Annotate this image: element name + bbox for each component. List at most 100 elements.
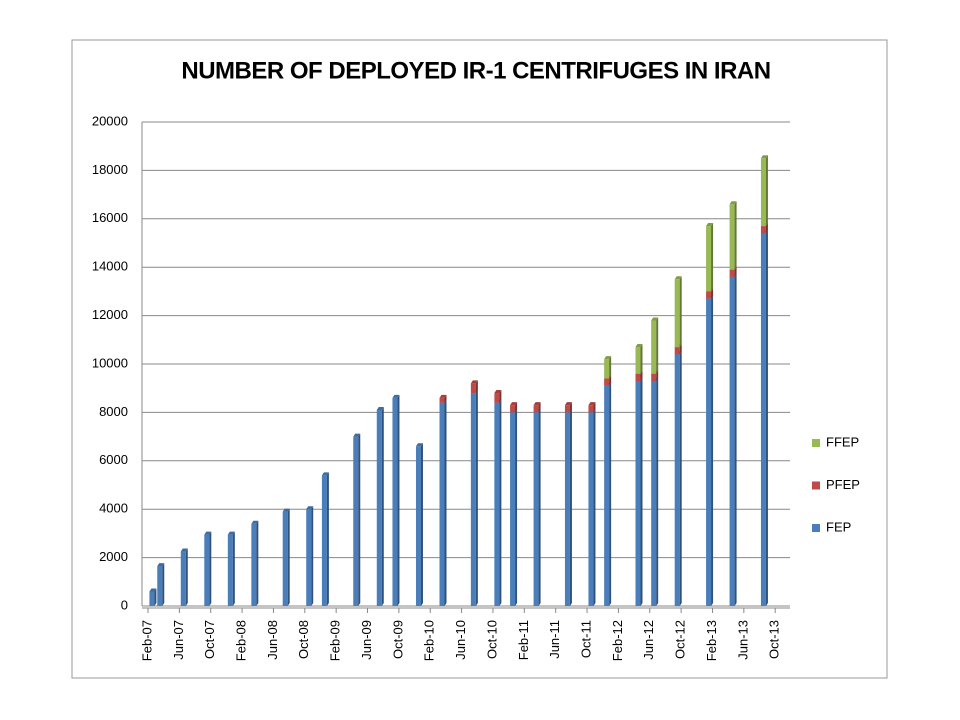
bar-side [538,402,541,413]
bar-side [162,563,165,606]
x-tick-label: Jun-07 [171,620,186,660]
bar-side [287,508,290,606]
bar-segment [729,276,735,606]
x-tick-label: Oct-09 [390,620,405,659]
bar-side [711,223,714,292]
bar-side [154,588,157,606]
bar-segment [760,233,766,606]
bar-top [321,472,329,476]
x-tick-label: Jun-09 [359,620,374,660]
y-tick-label: 6000 [99,452,128,467]
bar-segment [376,409,382,606]
bar-side [734,273,737,606]
bar-top [204,531,212,535]
bar-segment [251,523,257,606]
legend-swatch [812,524,820,532]
bar-top [376,406,384,410]
bar-segment [674,347,680,355]
x-tick-label: Jun-11 [547,620,562,659]
x-tick-label: Oct-12 [673,620,688,659]
bar-segment [180,551,186,606]
bar-segment [651,320,657,374]
bar-top [306,506,314,510]
bar-top [494,390,502,394]
x-tick-label: Jun-12 [641,620,656,660]
bar-top [651,317,659,321]
bar-segment [157,566,163,606]
bar-segment [604,378,610,386]
x-tick-label: Feb-13 [704,620,719,661]
bar-segment [564,412,570,606]
bar-segment [510,412,516,606]
bar-top [251,520,259,524]
bar-side [499,399,502,606]
y-tick-label: 12000 [92,307,128,322]
bar-side [765,223,768,234]
bar-segment [149,591,155,606]
bar-segment [604,385,610,606]
bar-segment [470,383,476,394]
legend-label: FEP [826,519,851,534]
bar-segment [760,226,766,234]
bar-top [706,223,714,227]
y-tick-label: 20000 [92,113,128,128]
bar-segment [674,279,680,348]
bar-side [609,382,612,606]
y-tick-label: 4000 [99,501,128,516]
bar-top [392,394,400,398]
bar-segment [760,158,766,227]
bar-side [209,531,212,606]
x-tick-label: Feb-09 [328,620,343,661]
bar-side [679,276,682,348]
bar-top [149,588,157,592]
bar-side [311,506,314,606]
x-tick-label: Feb-12 [610,620,625,661]
bar-segment [321,475,327,606]
bar-segment [651,380,657,606]
bar-side [569,409,572,606]
bar-top [588,402,596,406]
bar-top [180,548,188,552]
bar-segment [729,269,735,277]
bar-side [397,394,400,606]
bar-segment [510,405,516,413]
bar-segment [439,397,445,403]
bar-top [604,356,612,360]
bar-segment [635,347,641,374]
bar-side [256,520,259,606]
bar-side [326,472,329,606]
bar-top [282,508,290,512]
bar-side [381,406,384,606]
bar-side [640,344,643,374]
bar-top [510,402,518,406]
bar-side [358,433,361,606]
bar-side [656,370,659,381]
bar-side [232,531,235,606]
legend-swatch [812,439,820,447]
bar-top [729,201,737,205]
bar-side [609,356,612,379]
y-tick-label: 8000 [99,404,128,419]
x-tick-label: Oct-13 [767,620,782,659]
legend-label: PFEP [826,477,860,492]
bar-side [444,399,447,606]
bar-top [760,155,768,159]
bar-top [635,344,643,348]
bar-segment [706,291,712,299]
bar-segment [392,397,398,606]
legend-swatch [812,481,820,490]
bar-segment [494,402,500,606]
bar-segment [227,534,233,606]
bar-segment [494,393,500,403]
bar-side [609,375,612,386]
x-tick-label: Jun-13 [735,620,750,660]
x-tick-label: Feb-11 [516,620,531,660]
bar-top [470,380,478,384]
bar-top [564,402,572,406]
bar-side [515,409,518,606]
y-tick-label: 16000 [92,210,128,225]
y-tick-label: 10000 [92,355,128,370]
bar-segment [533,412,539,606]
bar-top [353,433,361,437]
